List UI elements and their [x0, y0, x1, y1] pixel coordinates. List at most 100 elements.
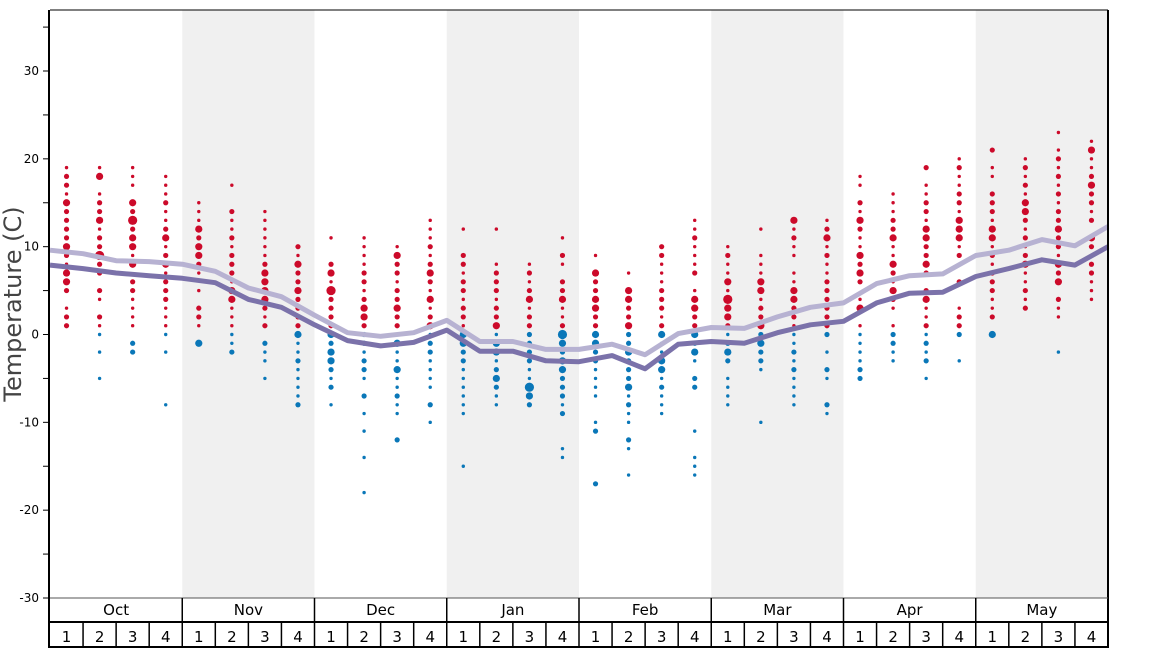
dot [96, 314, 103, 320]
dot [858, 350, 862, 354]
dot [327, 269, 335, 277]
dot [527, 306, 532, 310]
dot [825, 350, 829, 354]
dot [956, 200, 962, 206]
dot [923, 358, 929, 364]
dot [63, 314, 70, 320]
dot [395, 244, 399, 249]
dot [560, 315, 565, 319]
dot [263, 218, 267, 223]
week-label: 1 [988, 628, 998, 646]
dot [659, 315, 664, 319]
dot [296, 350, 300, 354]
dot [759, 227, 763, 231]
dot [726, 262, 730, 266]
dot [494, 227, 499, 231]
dot [1055, 173, 1062, 180]
dot [129, 234, 137, 242]
dot [559, 384, 566, 390]
dot [990, 262, 994, 266]
dot [659, 323, 665, 329]
dot [923, 252, 929, 259]
dot [792, 394, 796, 398]
dot [62, 199, 71, 207]
dot [461, 227, 465, 231]
dot [394, 287, 400, 294]
dot [128, 215, 138, 225]
dot [1089, 280, 1094, 284]
dot [329, 280, 333, 284]
average-lines [49, 224, 1110, 372]
dot [559, 375, 566, 382]
dot [493, 384, 499, 390]
dot [757, 278, 765, 286]
dot [659, 280, 664, 284]
dot [924, 350, 928, 354]
dot [593, 385, 598, 389]
dot [428, 253, 432, 258]
dot [461, 324, 465, 328]
dot [229, 208, 235, 215]
dot [296, 385, 300, 389]
dot [792, 227, 796, 231]
y-axis-label: Temperature (C) [0, 206, 27, 402]
dot [890, 331, 896, 338]
dot [196, 305, 202, 311]
dot [230, 324, 234, 328]
dot [461, 411, 465, 416]
dot [858, 324, 862, 328]
week-label: 3 [657, 628, 667, 646]
month-label-feb: Feb [632, 601, 659, 619]
dot [955, 216, 963, 224]
dot [461, 271, 465, 275]
week-label: 3 [392, 628, 402, 646]
dot [988, 330, 996, 339]
dot [692, 270, 698, 276]
dot [130, 165, 135, 170]
dot [825, 271, 829, 275]
month-label-oct: Oct [103, 601, 129, 619]
dot [164, 209, 168, 214]
dot [990, 218, 994, 223]
dot [988, 234, 996, 242]
dot [1089, 157, 1094, 161]
dot [792, 341, 796, 345]
dot [163, 296, 169, 302]
dot [362, 411, 366, 416]
dot [857, 375, 863, 382]
dot [890, 340, 896, 346]
dot [1056, 130, 1061, 135]
dot [296, 367, 300, 372]
dot [63, 323, 70, 329]
dot [461, 376, 465, 381]
dot [693, 218, 697, 223]
dot [989, 208, 995, 215]
dot [593, 376, 598, 381]
dot [956, 331, 962, 338]
dot [891, 350, 895, 354]
dot [1055, 296, 1062, 302]
dot [626, 411, 631, 416]
dot [361, 367, 367, 373]
dot [460, 314, 466, 320]
dot [726, 376, 730, 381]
dot [460, 261, 466, 267]
dot [592, 428, 599, 434]
dot [428, 227, 432, 231]
dot [63, 217, 70, 223]
week-label: 2 [359, 628, 369, 646]
dot [790, 216, 798, 224]
dot [1089, 288, 1094, 293]
y-tick-label: -30 [19, 591, 39, 605]
dot [1022, 235, 1028, 241]
dot [691, 304, 699, 312]
dot [858, 236, 862, 240]
frequency-dots [62, 130, 1096, 495]
dot [824, 287, 830, 294]
dot [130, 340, 136, 346]
dot [361, 270, 367, 276]
dot [1054, 278, 1063, 286]
dot [63, 287, 70, 294]
dot [460, 287, 466, 294]
dot [857, 261, 863, 267]
